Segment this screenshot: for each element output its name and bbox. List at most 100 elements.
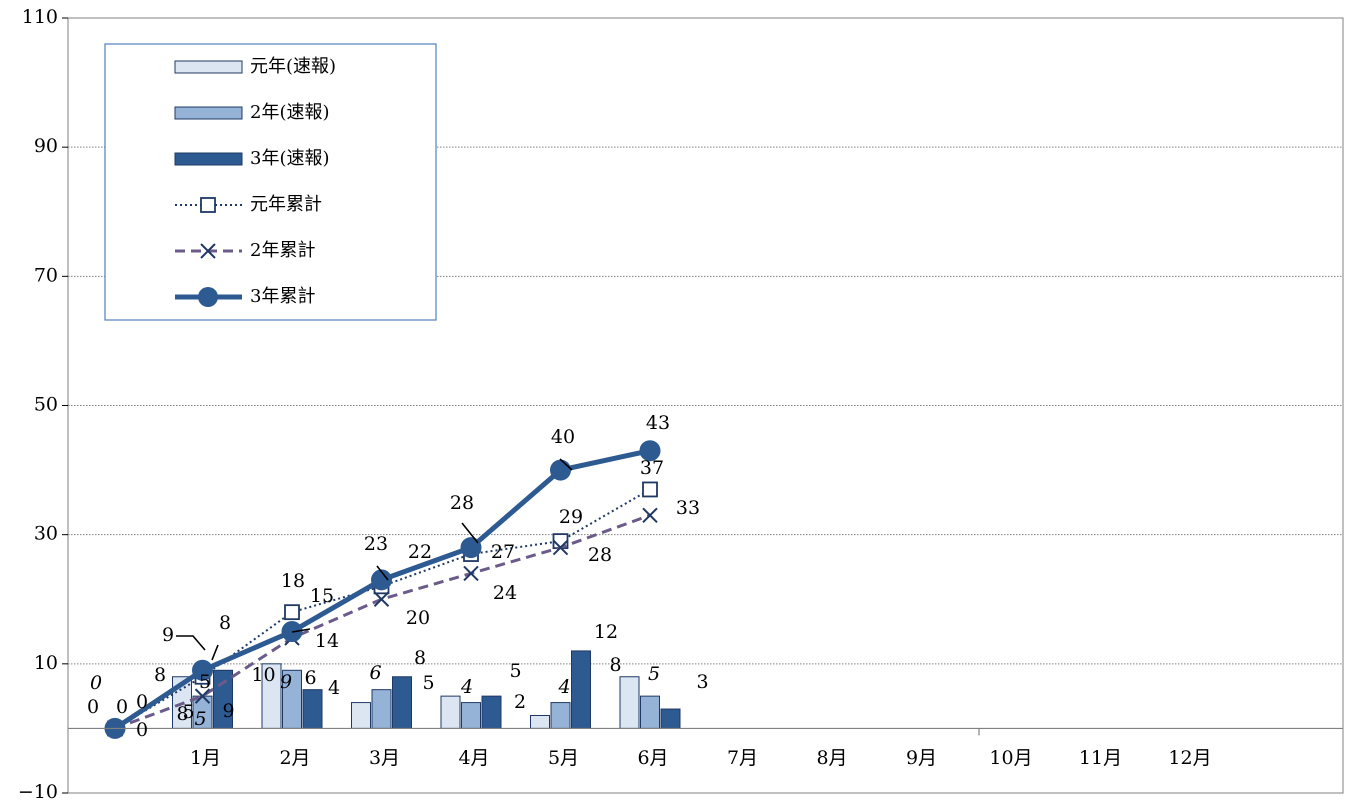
bar-data-label: 12 [594,621,618,643]
line-data-label: 43 [646,412,670,434]
bar [619,676,640,729]
line-data-label: 8 [219,612,231,634]
legend-swatch [174,106,243,120]
bar-data-label: 5 [422,672,434,694]
x-tick-label: 7月 [727,747,758,769]
bars [172,650,681,729]
marker-circle [371,569,392,591]
bar [640,695,660,729]
x-tick-label: 9月 [906,747,937,769]
bar [392,676,412,729]
legend-swatch [174,60,243,74]
legend-marker [200,243,216,259]
bar [571,650,591,729]
line-data-label: 28 [588,544,612,566]
line-data-label: 18 [281,570,305,592]
x-tick-label: 12月 [1168,747,1211,769]
x-tick-label: 8月 [816,747,847,769]
legend-box [104,43,437,321]
bar-data-label: 6 [369,662,381,684]
x-tick-label: 3月 [369,747,400,769]
legend: 元年(速報) 2年(速報) 3年(速報) 元年累計 2年累計 3年累計 [104,43,437,321]
bar-data-label: 8 [609,654,621,676]
x-tick-label: 11月 [1079,747,1122,769]
leader-line [559,458,573,471]
marker-x [463,565,479,582]
line-data-label: 22 [408,541,432,563]
y-tick-label: 110 [22,6,58,28]
bar-data-label: 5 [182,701,194,723]
line-data-label: 14 [315,630,339,652]
leader-line [291,628,311,633]
marker-square [642,481,658,498]
bar-data-label: 8 [154,664,166,686]
line-data-label: 24 [493,582,517,604]
line-data-label: 20 [406,607,430,629]
lines [104,440,661,739]
line-data-label: 28 [450,492,474,514]
bar-data-label: 8 [414,647,426,669]
line-data-label: 33 [676,497,700,519]
bar [440,695,461,729]
x-tick-label: 2月 [279,747,310,769]
legend-label: 元年累計 [250,194,322,215]
line-data-label: 23 [364,533,388,555]
start-label: 0 [90,672,102,694]
marker-circle [460,537,482,559]
legend-swatch [174,152,243,166]
leader-line [376,565,389,581]
legend-label: 元年(速報) [250,56,336,77]
marker-x [552,539,569,556]
marker-square [284,604,300,621]
bar-data-label: 4 [460,676,473,698]
marker-circle [550,459,571,481]
leader-line [211,644,219,661]
legend-label: 3年(速報) [250,148,330,169]
legend-label: 2年(速報) [250,102,330,123]
line-data-label: 29 [559,506,583,528]
bar [481,695,502,729]
line-data-label: 15 [310,585,334,607]
start-label: 0 [136,719,148,741]
y-tick-label: 30 [34,523,58,545]
start-label: 0 [136,691,148,713]
marker-circle [639,440,661,462]
bar-data-label: 5 [194,708,206,730]
start-label: 0 [116,696,128,718]
bar [351,702,371,729]
line-data-label: 9 [162,624,174,646]
y-tick-label: −10 [18,781,58,803]
bar [550,702,571,729]
line-data-label: 40 [551,426,575,448]
y-tick-label: 90 [34,135,58,157]
x-tick-label: 5月 [548,747,579,769]
y-tick-label: 70 [34,264,58,286]
x-tick-label: 4月 [458,747,489,769]
leader-line [461,522,479,544]
bar-data-label: 9 [222,700,234,722]
legend-marker [200,197,216,213]
bar-data-label: 10 [251,664,275,686]
line-data-label: 27 [491,541,515,563]
marker-x [642,507,658,523]
legend-marker [198,287,218,307]
bar [660,708,681,729]
line-data-label: 37 [640,457,664,479]
bar [371,689,392,729]
bar-data-label: 4 [557,676,570,698]
line-data-label: 5 [199,671,211,693]
bar-data-label: 2 [514,691,526,713]
x-tick-label: 10月 [989,747,1032,769]
marker-circle [192,659,213,681]
y-tick-label: 10 [34,652,58,674]
y-tick-label: 50 [34,394,58,416]
bar-data-label: 5 [648,663,660,685]
gridlines [68,146,1343,665]
bar-data-label: 8 [176,703,188,725]
marker-x [373,591,390,607]
bar-data-label: 5 [509,660,521,682]
bar-data-label: 9 [280,671,292,693]
